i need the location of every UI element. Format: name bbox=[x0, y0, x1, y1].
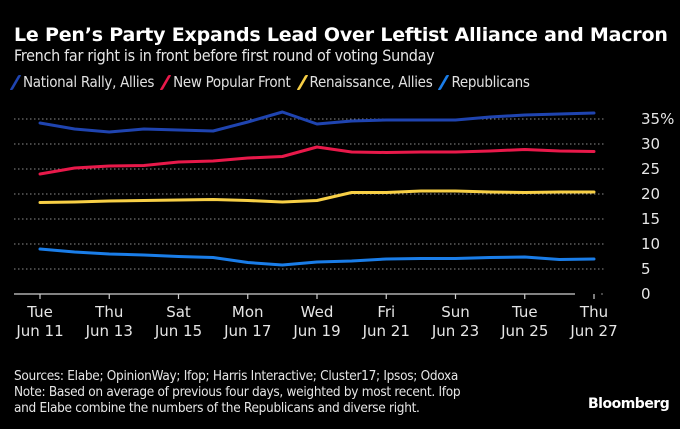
gridlines bbox=[14, 118, 605, 295]
x-tick-label-day: Wed bbox=[301, 303, 334, 321]
x-tick-label-day: Thu bbox=[579, 303, 608, 321]
y-axis-ticks: 0 5 10 15 20 25 30 35% bbox=[641, 110, 674, 303]
y-tick-label: 30 bbox=[641, 135, 660, 153]
x-tick-label-day: Thu bbox=[94, 303, 123, 321]
series-line-republicans bbox=[38, 247, 596, 267]
y-tick-label: 5 bbox=[641, 260, 651, 278]
x-tick-label-date: Jun 13 bbox=[85, 322, 133, 340]
x-tick-label-day: Tue bbox=[511, 303, 538, 321]
legend-swatch-new-popular-front bbox=[159, 74, 172, 90]
x-tick-label-date: Jun 27 bbox=[569, 322, 617, 340]
x-tick-label-date: Jun 21 bbox=[362, 322, 410, 340]
legend-label: Renaissance, Allies bbox=[309, 73, 433, 91]
legend-item-national-rally: National Rally, Allies bbox=[9, 73, 155, 91]
legend-item-new-popular-front: New Popular Front bbox=[159, 73, 291, 91]
x-tick-label-date: Jun 23 bbox=[431, 322, 479, 340]
legend-item-renaissance: Renaissance, Allies bbox=[296, 73, 433, 91]
legend-swatch-renaissance bbox=[296, 74, 308, 90]
methodology-note-line2: and Elabe combine the numbers of the Rep… bbox=[14, 400, 420, 416]
y-tick-label: 15 bbox=[641, 210, 660, 228]
x-tick-label-day: Sat bbox=[166, 303, 191, 321]
methodology-note-line1: Note: Based on average of previous four … bbox=[14, 384, 461, 400]
x-tick-label-day: Fri bbox=[377, 303, 395, 321]
x-tick-label-day: Sun bbox=[441, 303, 470, 321]
chart-title: Le Pen’s Party Expands Lead Over Leftist… bbox=[14, 24, 668, 46]
bloomberg-logo: Bloomberg bbox=[588, 396, 670, 412]
legend-label: Republicans bbox=[451, 73, 530, 91]
x-tick-label-date: Jun 25 bbox=[500, 322, 548, 340]
x-tick-label-date: Jun 15 bbox=[154, 322, 202, 340]
x-tick-label-date: Jun 11 bbox=[15, 322, 63, 340]
x-tick-label-date: Jun 19 bbox=[292, 322, 340, 340]
legend-swatch-republicans bbox=[438, 74, 450, 90]
x-tick-label-day: Tue bbox=[26, 303, 53, 321]
y-tick-label: 25 bbox=[641, 160, 660, 178]
sources-note: Sources: Elabe; OpinionWay; Ifop; Harris… bbox=[14, 368, 459, 384]
legend-label: New Popular Front bbox=[173, 73, 291, 91]
y-tick-label: 0 bbox=[641, 285, 651, 303]
legend-swatch-national-rally bbox=[9, 74, 22, 90]
legend: National Rally, Allies New Popular Front… bbox=[9, 73, 530, 91]
footer: Sources: Elabe; OpinionWay; Ifop; Harris… bbox=[14, 368, 461, 416]
y-tick-label: 10 bbox=[641, 235, 660, 253]
series-line-national-rally-allies bbox=[38, 110, 596, 134]
series-line-renaissance-allies bbox=[38, 189, 596, 204]
x-tick-label-date: Jun 17 bbox=[223, 322, 271, 340]
legend-label: National Rally, Allies bbox=[23, 73, 155, 91]
x-tick-label-day: Mon bbox=[232, 303, 264, 321]
chart-subtitle: French far right is in front before firs… bbox=[14, 46, 435, 65]
series-line-new-popular-front bbox=[38, 145, 596, 176]
series-lines bbox=[38, 110, 596, 267]
y-tick-label: 20 bbox=[641, 185, 660, 203]
legend-item-republicans: Republicans bbox=[438, 73, 530, 91]
y-tick-label: 35% bbox=[641, 110, 674, 128]
